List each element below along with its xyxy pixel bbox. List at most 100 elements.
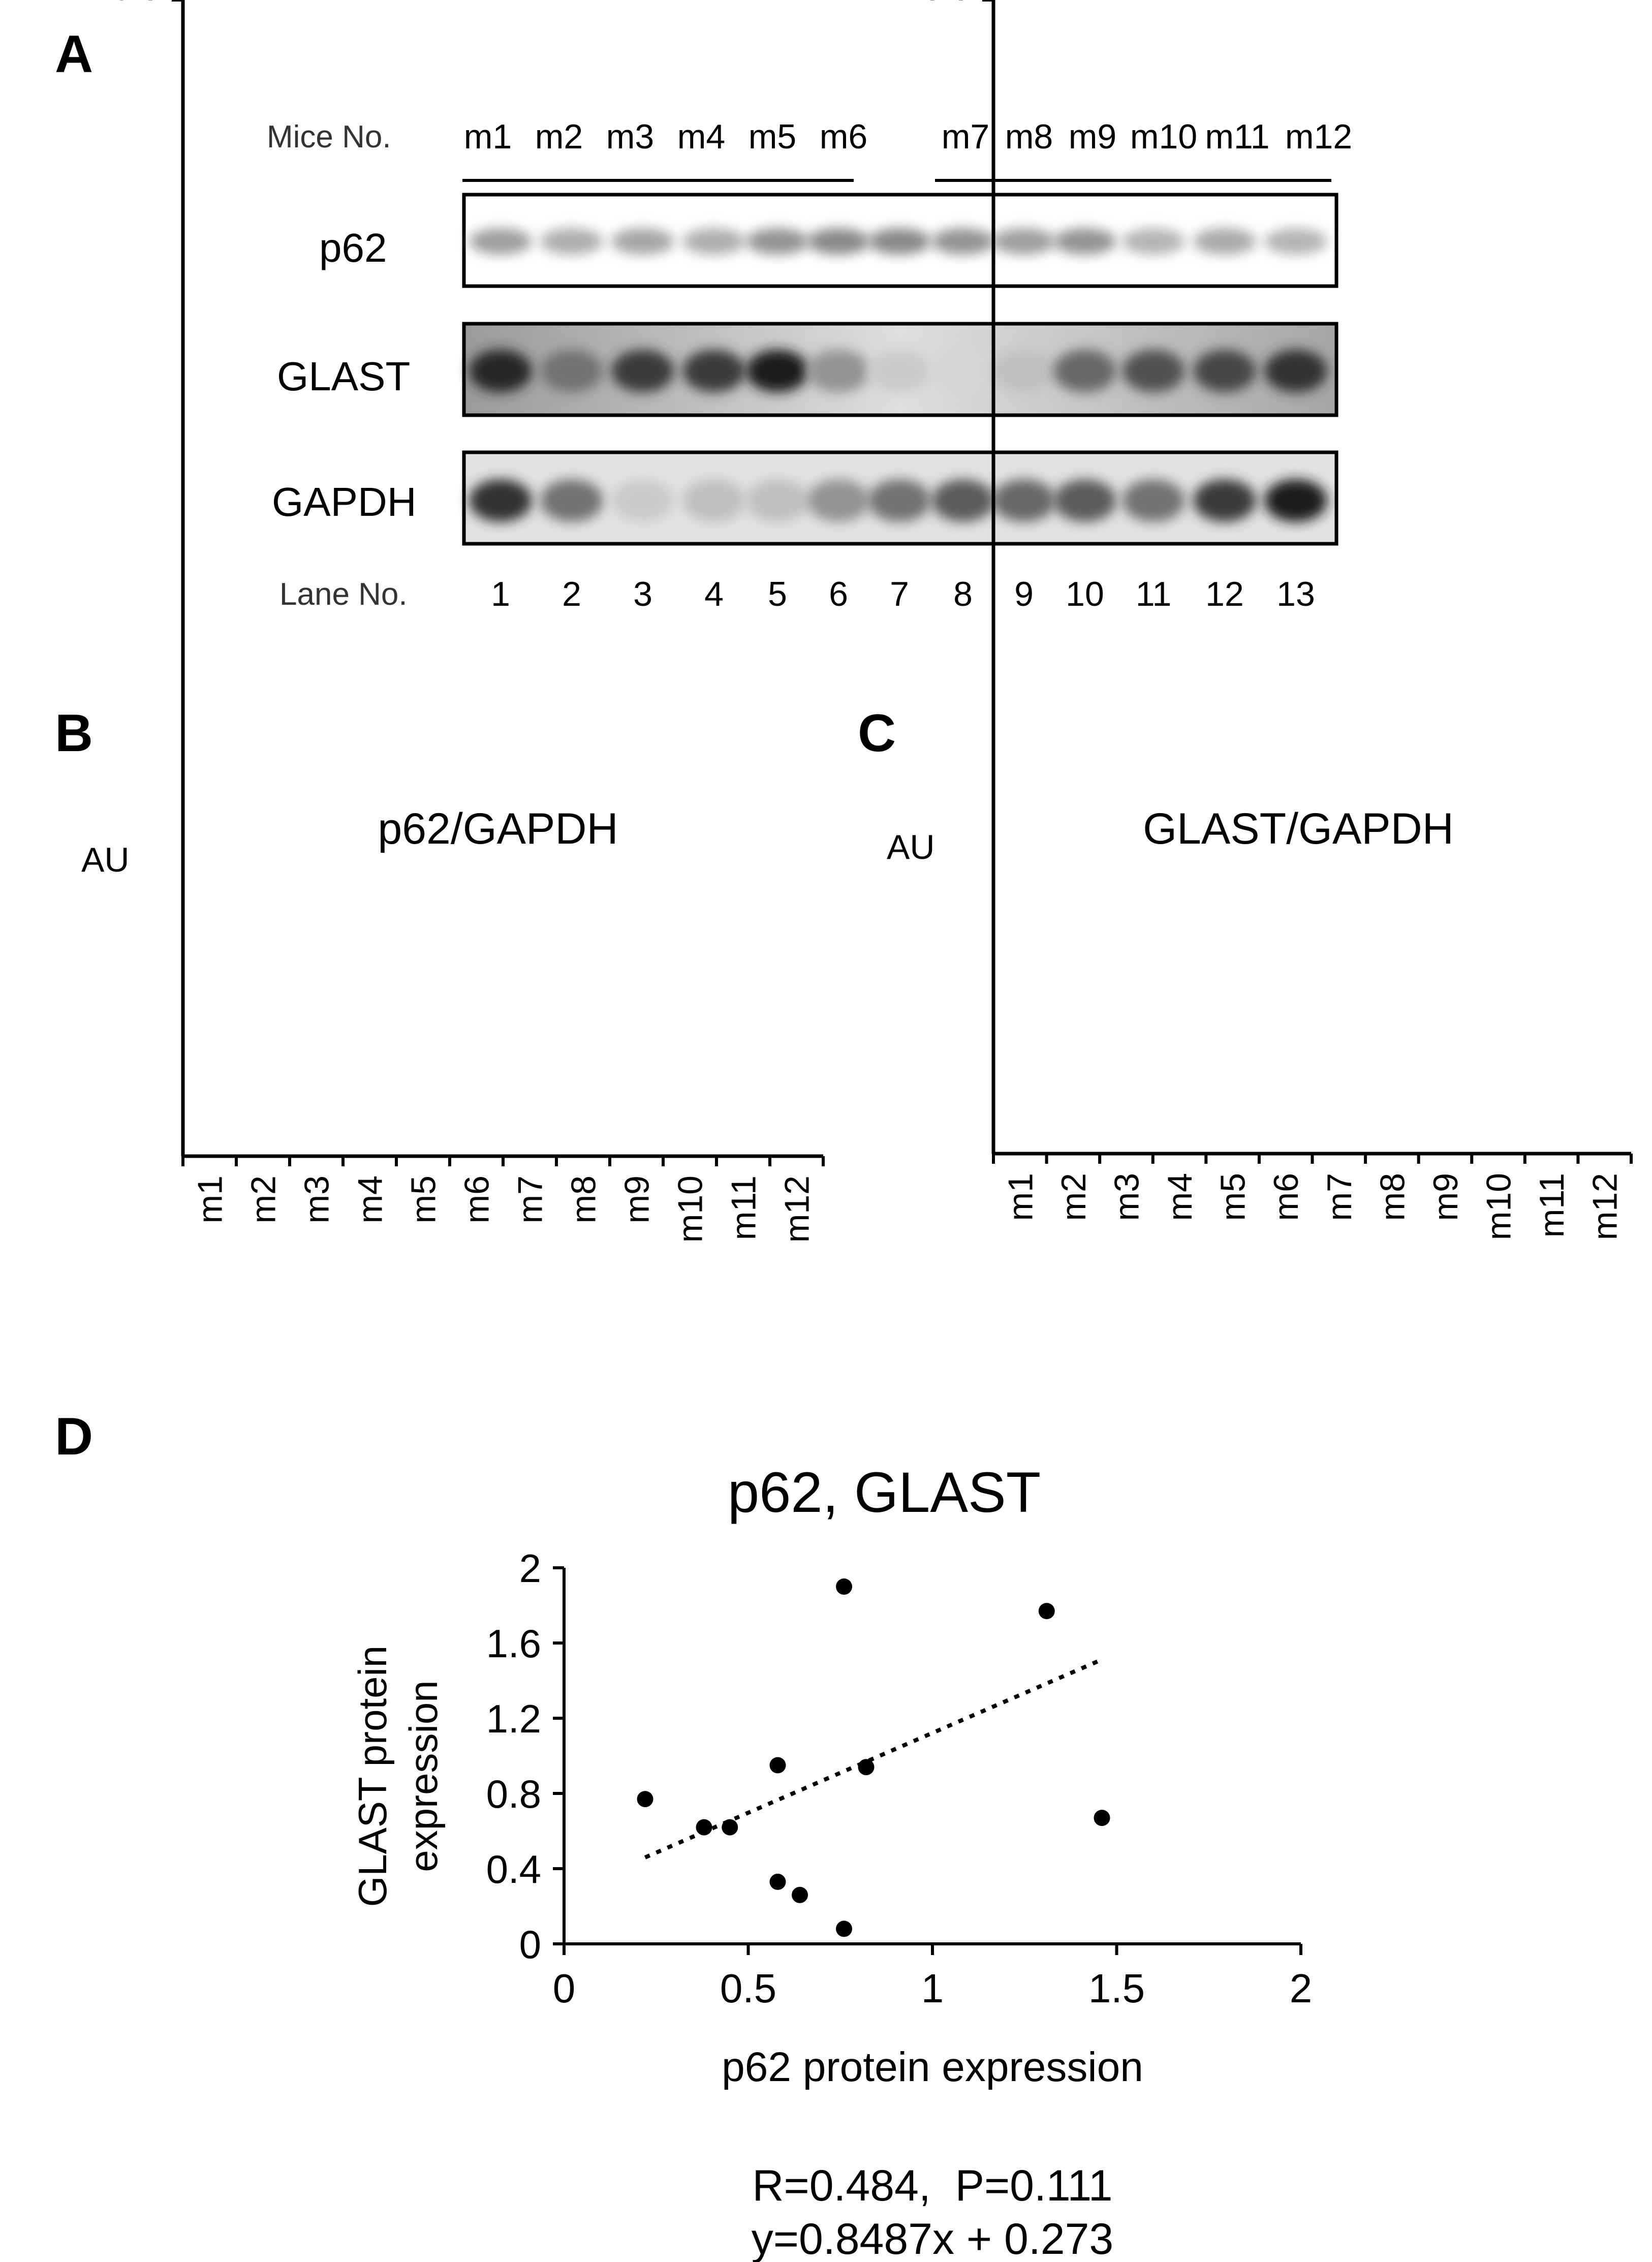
- blot-band: [931, 350, 994, 392]
- blot-band: [1122, 228, 1185, 255]
- lane-label: 13: [1276, 575, 1315, 613]
- x-tick-label: m6: [458, 1175, 496, 1223]
- blot-band: [682, 479, 745, 522]
- lane-label: 1: [491, 575, 510, 613]
- chart-d-ylabel-line1: GLAST protein: [350, 1646, 395, 1907]
- x-tick-label: m9: [618, 1175, 657, 1223]
- lane-label: 5: [768, 575, 787, 613]
- x-tick-label: m8: [1373, 1173, 1412, 1221]
- y-tick-label: 2: [519, 1546, 541, 1591]
- blot-band: [1122, 479, 1185, 522]
- mice-label: m11: [1205, 117, 1269, 156]
- chart-c-ytick-labels: 3.02.01.00.0: [922, 0, 971, 8]
- blot-band: [611, 350, 674, 392]
- blot-band: [1193, 479, 1256, 522]
- x-tick-label: m11: [1533, 1173, 1571, 1237]
- chart-d-trendline: [644, 1657, 1103, 1860]
- chart-b-ylabel: AU: [81, 841, 129, 879]
- panel-letter-c: C: [858, 704, 896, 763]
- lane-label: 4: [704, 575, 724, 613]
- mice-label: m3: [606, 117, 654, 156]
- y-tick-label: 2.0: [922, 0, 971, 8]
- mice-label: m12: [1285, 117, 1352, 156]
- blot-band: [1053, 350, 1116, 392]
- panel-letter-a: A: [55, 25, 93, 84]
- blot-band: [992, 350, 1055, 392]
- scatter-point: [769, 1757, 786, 1774]
- x-tick-label: 0: [553, 1966, 576, 2011]
- blot-band: [746, 350, 809, 392]
- mice-label: m8: [1005, 117, 1053, 156]
- blot-band: [1264, 228, 1327, 255]
- chart-c-ylabel: AU: [887, 828, 934, 866]
- blot-band: [992, 479, 1055, 522]
- blot-band: [807, 228, 870, 255]
- y-tick-label: 1.2: [486, 1696, 541, 1741]
- chart-d-ytick-labels: 2 1.6 1.2 0.8 0.4 0: [486, 1546, 541, 1967]
- lane-label: 12: [1205, 575, 1244, 613]
- mice-label-row: m1 m2 m3 m4 m5 m6 m7 m8 m9 m10 m11 m12: [464, 117, 1352, 156]
- y-tick-label: 0.0: [112, 0, 160, 8]
- scatter-point: [637, 1791, 653, 1808]
- x-tick-label: m7: [511, 1175, 550, 1223]
- x-tick-label: m10: [1480, 1173, 1518, 1240]
- lane-label: 10: [1066, 575, 1104, 613]
- blot-band: [992, 228, 1055, 255]
- lane-no-label: Lane No.: [279, 577, 408, 612]
- blot-band: [1193, 228, 1256, 255]
- blot-band: [1122, 350, 1185, 392]
- x-tick-label: 2: [1290, 1966, 1313, 2011]
- x-tick-label: m12: [1586, 1173, 1625, 1240]
- panel-letter-b: B: [55, 704, 93, 763]
- blot-band: [1053, 479, 1116, 522]
- scatter-point: [769, 1873, 786, 1890]
- y-tick-label: 0.8: [486, 1772, 541, 1816]
- chart-d-stats-line1: R=0.484, P=0.111: [752, 2161, 1112, 2210]
- lane-label: 11: [1136, 575, 1172, 613]
- x-tick-label: m7: [1320, 1173, 1359, 1221]
- blot-band: [1193, 350, 1256, 392]
- blot-band: [868, 350, 931, 392]
- chart-d-axes: [553, 1566, 1302, 1955]
- x-tick-label: m3: [1107, 1173, 1146, 1221]
- x-tick-label: m4: [1161, 1173, 1199, 1221]
- blot-band: [469, 228, 532, 255]
- y-tick-label: 1.0: [112, 0, 160, 8]
- x-tick-label: m4: [351, 1175, 390, 1223]
- mice-label: m7: [942, 117, 989, 156]
- mice-label: m1: [464, 117, 512, 156]
- blot-label-gapdh: GAPDH: [272, 479, 417, 524]
- x-tick-label: m1: [1001, 1173, 1040, 1221]
- x-tick-label: m2: [1054, 1173, 1093, 1221]
- lane-label: 8: [953, 575, 973, 613]
- lane-label: 6: [829, 575, 848, 613]
- chart-c-xtick-labels: m1 m2 m3 m4 m5 m6 m7 m8 m9 m10 m11 m12: [1001, 1173, 1624, 1240]
- blot-band: [540, 350, 603, 392]
- lane-label-row: 1 2 3 4 5 6 7 8 9 10 11 12 13: [491, 575, 1315, 613]
- mice-label: m10: [1130, 117, 1197, 156]
- x-tick-label: m5: [1214, 1173, 1253, 1221]
- western-blot-panel: Mice No. m1 m2 m3 m4 m5 m6 m7 m8 m9 m10 m11 m12 p62…: [267, 117, 1352, 613]
- y-tick-label: 2.0: [112, 0, 160, 8]
- x-tick-label: 0.5: [720, 1966, 776, 2011]
- lane-label: 9: [1014, 575, 1034, 613]
- y-tick-label: 1.6: [486, 1621, 541, 1666]
- lane-label: 3: [633, 575, 652, 613]
- blot-band: [807, 350, 870, 392]
- x-tick-label: m9: [1426, 1173, 1465, 1221]
- blot-band: [611, 479, 674, 522]
- blot-label-glast: GLAST: [277, 354, 410, 399]
- blot-label-p62: p62: [319, 225, 387, 270]
- x-tick-label: m5: [404, 1175, 443, 1223]
- x-tick-label: m6: [1267, 1173, 1305, 1221]
- chart-b-axes: [172, 0, 825, 1166]
- y-tick-label: 0.0: [922, 0, 971, 8]
- bands-glast: [469, 350, 1327, 392]
- bands-p62: [469, 228, 1327, 255]
- y-tick-label: 1.0: [922, 0, 971, 8]
- blot-band: [746, 228, 809, 255]
- mice-label: m5: [749, 117, 796, 156]
- blot-band: [746, 479, 809, 522]
- scatter-point: [836, 1578, 852, 1595]
- blot-band: [469, 350, 532, 392]
